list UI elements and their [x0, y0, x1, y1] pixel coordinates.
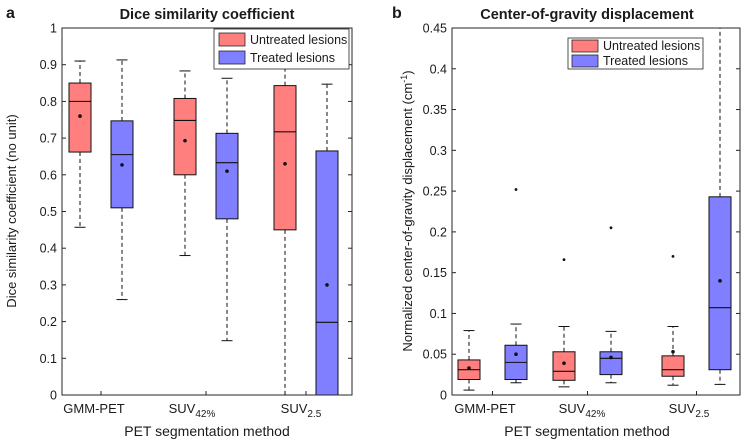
x-tick-label: SUV42% [169, 401, 216, 420]
x-tick-label: SUV2.5 [669, 401, 710, 420]
mean-marker [225, 169, 229, 173]
legend-swatch-treated [218, 50, 246, 65]
y-tick-label: 0.4 [40, 242, 57, 256]
box-iqr [708, 196, 732, 371]
box-iqr [315, 150, 339, 396]
box-treated [110, 59, 134, 301]
box-untreated [457, 330, 481, 391]
mean-marker [718, 279, 722, 283]
x-categories-a: GMM-PET SUV42% SUV2.5 [63, 401, 321, 420]
y-tick-label: 0.3 [40, 278, 57, 292]
mean-marker [183, 138, 187, 143]
legend-b: Untreated lesions Treated lesions [567, 37, 704, 70]
mean-marker [467, 366, 471, 370]
mean-marker [120, 163, 124, 167]
box-untreated [552, 258, 576, 388]
box-treated [708, 27, 732, 385]
box-untreated [273, 63, 297, 396]
box-iqr [215, 132, 239, 220]
y-tick-label: 0.45 [423, 22, 447, 36]
axes-frame-a [61, 27, 353, 396]
mean-marker [671, 349, 675, 354]
panel-label-a: a [6, 5, 15, 22]
y-tick-label: 0.2 [40, 315, 57, 329]
x-tick-label: GMM-PET [63, 401, 124, 416]
y-tick-label: 0.9 [40, 58, 57, 72]
y-tick-label: 0.6 [40, 168, 57, 182]
y-tick-label: 0 [50, 389, 57, 403]
box-treated [215, 77, 239, 342]
x-tick-label: SUV2.5 [281, 401, 322, 420]
y-tick-label: 0.4 [430, 62, 447, 76]
box-iqr [552, 351, 576, 381]
outlier-point [514, 188, 518, 191]
box-treated [504, 188, 528, 384]
boxes-b [457, 27, 732, 391]
box-iqr [661, 355, 685, 377]
box-untreated [661, 254, 685, 386]
x-axis-label-a: PET segmentation method [124, 423, 290, 439]
legend-label-untreated: Untreated lesions [250, 33, 347, 47]
y-tick-label: 0.25 [423, 185, 447, 199]
box-untreated [68, 60, 92, 228]
y-tick-label: 0.1 [40, 352, 57, 366]
x-axis-label-b: PET segmentation method [504, 423, 670, 439]
box-iqr [599, 351, 623, 376]
boxes-a [68, 59, 339, 396]
y-tick-label: 0.05 [423, 348, 447, 362]
legend-label-treated: Treated lesions [603, 54, 688, 68]
box-iqr [273, 85, 297, 231]
mean-marker [514, 352, 518, 357]
panel-b: b Center-of-gravity displacement Normali… [392, 5, 741, 439]
legend-label-treated: Treated lesions [250, 51, 335, 65]
y-tick-label: 1 [50, 22, 57, 36]
legend-label-untreated: Untreated lesions [603, 39, 700, 53]
y-tick-label: 0.2 [430, 225, 447, 239]
y-tick-label: 0.8 [40, 95, 57, 109]
outlier-point [671, 254, 675, 258]
box-iqr [173, 97, 197, 176]
y-tick-label: 0.15 [423, 266, 447, 280]
mean-marker [562, 361, 566, 365]
y-axis-label-b: Normalized center-of-gravity displacemen… [399, 70, 415, 351]
y-tick-label: 0.1 [430, 307, 447, 321]
x-categories-b: GMM-PET SUV42% SUV2.5 [454, 401, 709, 420]
box-treated [599, 226, 623, 384]
y-tick-label: 0 [440, 389, 447, 403]
y-tick-label: 0.3 [430, 144, 447, 158]
y-axis-label-a: Dice similarity coefficient (no unit) [4, 114, 19, 307]
panel-a: a Dice similarity coefficient Dice simil… [4, 5, 353, 439]
mean-marker [78, 114, 82, 118]
mean-marker [283, 161, 287, 166]
legend-swatch-treated [571, 54, 599, 68]
box-untreated [173, 70, 197, 257]
legend-swatch-untreated [571, 39, 599, 53]
axes-frame-b [451, 27, 741, 396]
x-tick-label: GMM-PET [454, 401, 515, 416]
panel-label-b: b [392, 5, 402, 22]
outlier-point [562, 258, 566, 262]
y-ticks-a: 0 0.1 0.2 0.3 0.4 0.5 0.6 0.7 0.8 0.9 1 [40, 22, 352, 403]
chart-title-a: Dice similarity coefficient [120, 7, 295, 23]
box-treated [315, 83, 339, 396]
outlier-point [609, 226, 613, 230]
y-tick-label: 0.35 [423, 103, 447, 117]
y-ticks-b: 0 0.05 0.1 0.15 0.2 0.25 0.3 0.35 0.4 0.45 [423, 22, 740, 403]
legend-swatch-untreated [218, 32, 246, 47]
mean-marker [325, 283, 329, 287]
x-tick-label: SUV42% [559, 401, 606, 420]
y-tick-label: 0.5 [40, 205, 57, 219]
mean-marker [609, 355, 613, 360]
y-tick-label: 0.7 [40, 132, 57, 146]
legend-a: Untreated lesions Treated lesions [213, 28, 350, 70]
chart-title-b: Center-of-gravity displacement [480, 7, 694, 23]
